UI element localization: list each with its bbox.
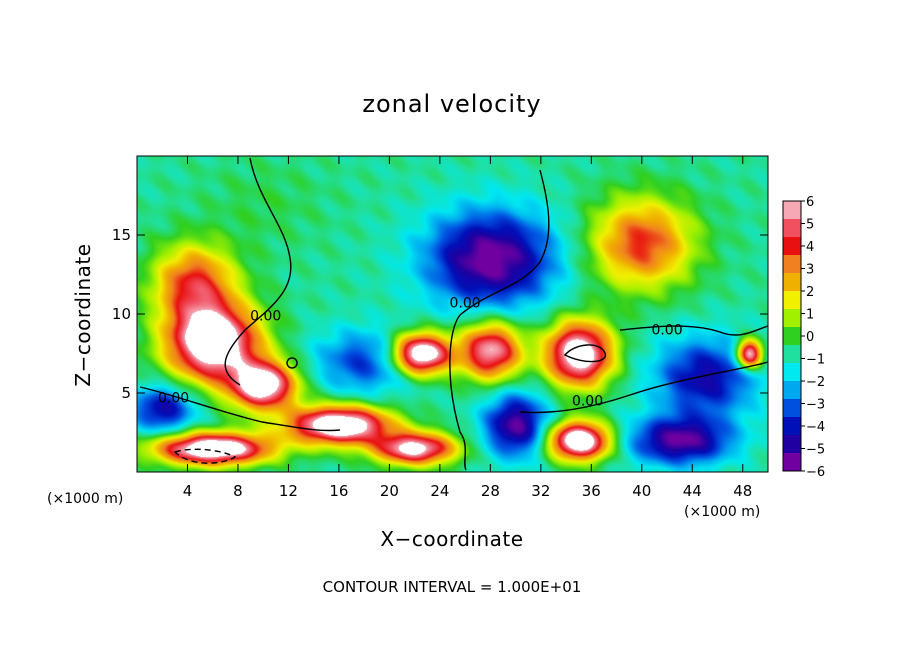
colorbar-label-12: −6 (806, 465, 825, 480)
x-tick-label-11: 48 (733, 482, 752, 500)
contour-label-3: 0.00 (572, 394, 603, 410)
colorbar-segment-1 (783, 219, 801, 238)
colorbar-label-5: 1 (806, 308, 814, 323)
y-tick-label-0: 5 (121, 384, 131, 402)
x-tick-label-2: 12 (279, 482, 298, 500)
x-tick-label-6: 28 (481, 482, 500, 500)
x-tick-label-3: 16 (329, 482, 348, 500)
x-unit-right: (×1000 m) (684, 504, 760, 520)
x-tick-label-9: 40 (632, 482, 651, 500)
colorbar-segment-9 (783, 363, 801, 382)
colorbar-label-7: −1 (806, 353, 825, 368)
zero-contour-lower-right (519, 361, 768, 414)
contour-label-2: 0.00 (450, 296, 481, 312)
colorbar-segment-2 (783, 237, 801, 256)
x-axis: 4 8 12 16 20 24 28 32 36 40 44 48 (183, 156, 752, 500)
colorbar-label-4: 2 (806, 285, 814, 300)
x-tick-label-10: 44 (683, 482, 702, 500)
colorbar-label-6: 0 (806, 330, 814, 345)
x-tick-label-0: 4 (183, 482, 193, 500)
zero-contours (139, 157, 768, 471)
y-tick-label-1: 10 (112, 305, 131, 323)
zero-contour-right (619, 325, 768, 336)
x-tick-label-4: 20 (380, 482, 399, 500)
inner-contour-loop (563, 344, 606, 363)
colorbar-segment-0 (783, 201, 801, 220)
zero-contour-left (224, 157, 292, 386)
colorbar-segment-8 (783, 345, 801, 364)
y-axis-label: Z−coordinate (71, 243, 95, 386)
chart-title: zonal velocity (362, 90, 541, 118)
contour-interval-footer: CONTOUR INTERVAL = 1.000E+01 (323, 578, 582, 596)
x-tick-label-1: 8 (233, 482, 243, 500)
colorbar-segment-6 (783, 309, 801, 328)
contour-label-1: 0.00 (158, 390, 189, 406)
colorbar-segment-5 (783, 291, 801, 310)
colorbar-label-11: −5 (806, 443, 825, 458)
y-tick-label-2: 15 (112, 226, 131, 244)
small-contour-loop (286, 357, 298, 369)
colorbar-segment-12 (783, 417, 801, 436)
colorbar-segment-13 (783, 435, 801, 454)
colorbar-segment-14 (783, 453, 801, 472)
colorbar-segment-11 (783, 399, 801, 418)
zero-contour-center (449, 169, 550, 471)
colorbar-label-10: −4 (806, 420, 825, 435)
x-tick-label-5: 24 (430, 482, 449, 500)
colorbar: 6 5 4 3 2 1 0 −1 −2 −3 −4 −5 −6 (782, 195, 825, 480)
colorbar-label-2: 4 (806, 240, 814, 255)
x-unit-left: (×1000 m) (47, 491, 123, 507)
dashed-contour-loop (173, 448, 237, 464)
colorbar-label-9: −3 (806, 398, 825, 413)
heatmap-field (137, 156, 768, 472)
contour-label-4: 0.00 (651, 323, 682, 339)
colorbar-label-8: −2 (806, 375, 825, 390)
colorbar-label-1: 5 (806, 218, 814, 233)
contour-labels: 0.00 0.00 0.00 0.00 0.00 (158, 296, 683, 410)
plot-area: 0.000.000.000.000.00 4 8 12 16 20 24 28 32 36 40 4… (112, 155, 769, 500)
x-tick-label-7: 32 (531, 482, 550, 500)
colorbar-segment-4 (783, 273, 801, 292)
colorbar-segment-3 (783, 255, 801, 274)
zero-contour-lower-left (139, 386, 341, 432)
x-tick-label-8: 36 (582, 482, 601, 500)
contour-label-0: 0.00 (250, 308, 281, 324)
colorbar-segment-7 (783, 327, 801, 346)
colorbar-segment-10 (783, 381, 801, 400)
colorbar-label-0: 6 (806, 195, 814, 210)
colorbar-label-3: 3 (806, 263, 814, 278)
y-axis: 5 10 15 (112, 226, 768, 402)
x-axis-label: X−coordinate (380, 527, 523, 551)
